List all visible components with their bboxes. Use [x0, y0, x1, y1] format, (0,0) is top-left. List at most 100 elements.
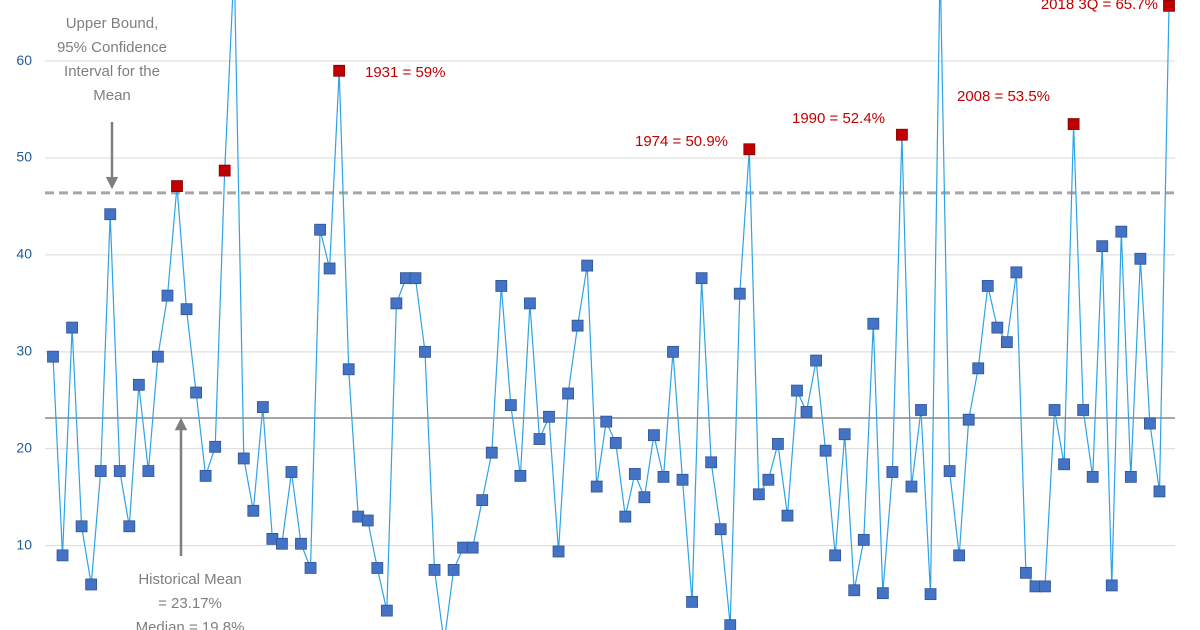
data-point: [218, 164, 231, 177]
data-point: [1115, 225, 1128, 238]
data-point: [142, 465, 155, 477]
data-point: [323, 262, 336, 275]
data-point: [1124, 470, 1137, 483]
data-point: [190, 386, 202, 399]
data-point: [466, 541, 479, 554]
data-point: [772, 438, 784, 450]
data-point: [571, 319, 584, 332]
annotation: 1974 = 50.9%: [635, 133, 728, 150]
data-point: [1077, 404, 1090, 416]
reference-label: 95% Confidence: [57, 39, 167, 56]
data-point: [361, 514, 374, 527]
reference-label: Upper Bound,: [66, 15, 159, 32]
data-point: [619, 510, 632, 523]
data-point: [714, 523, 727, 536]
y-tick-label: 60: [16, 52, 32, 68]
data-point: [237, 452, 250, 465]
data-point: [800, 406, 813, 418]
data-point: [123, 520, 136, 533]
data-point: [876, 587, 889, 600]
data-point: [476, 494, 489, 507]
data-point: [1020, 566, 1032, 579]
data-point: [419, 345, 431, 358]
data-point: [838, 428, 851, 441]
data-point: [504, 399, 517, 412]
data-point: [199, 469, 212, 482]
data-point: [161, 289, 174, 302]
data-point: [113, 465, 126, 477]
data-point: [724, 619, 737, 630]
annotation: 1931 = 59%: [365, 64, 446, 81]
data-point: [342, 363, 355, 376]
data-point: [752, 488, 765, 501]
data-point: [132, 378, 145, 391]
data-point: [256, 401, 269, 413]
data-point: [304, 562, 317, 574]
data-point: [648, 429, 660, 442]
data-point: [962, 413, 975, 426]
reference-label: Interval for the: [64, 63, 160, 80]
data-point: [657, 470, 670, 483]
data-point: [295, 537, 307, 550]
data-point: [886, 466, 899, 478]
data-point: [543, 410, 555, 423]
data-point: [75, 520, 88, 533]
y-tick-label: 40: [16, 246, 32, 262]
data-point: [695, 272, 708, 285]
data-point: [638, 491, 651, 504]
data-point: [857, 533, 870, 546]
data-point: [380, 604, 393, 617]
data-point: [609, 437, 622, 449]
data-point: [743, 143, 756, 156]
data-point: [810, 354, 822, 367]
data-point: [972, 362, 985, 375]
data-point: [733, 287, 746, 300]
data-point: [924, 588, 937, 601]
data-point: [1134, 252, 1147, 265]
data-point: [104, 208, 117, 221]
annotation: 2008 = 53.5%: [957, 88, 1050, 105]
data-point: [495, 280, 508, 292]
data-point: [819, 444, 832, 457]
reference-label: Mean: [93, 87, 131, 104]
data-point: [314, 223, 326, 236]
data-point: [447, 564, 460, 576]
data-point: [428, 564, 441, 576]
series-line: [52, 0, 1170, 630]
data-point: [781, 509, 794, 522]
data-point: [562, 387, 574, 400]
data-point: [1058, 458, 1070, 471]
data-point: [981, 280, 994, 292]
data-point: [524, 297, 536, 310]
data-point: [514, 469, 527, 482]
data-point: [85, 578, 98, 591]
data-point: [1067, 118, 1080, 130]
data-point: [409, 272, 422, 285]
y-tick-label: 10: [16, 536, 32, 552]
data-point: [791, 384, 803, 397]
data-point: [676, 473, 689, 486]
data-point: [247, 504, 260, 517]
reference-label: Historical Mean: [138, 571, 241, 588]
y-tick-label: 30: [16, 343, 32, 359]
y-tick-label: 50: [16, 149, 32, 165]
data-point: [66, 321, 78, 334]
data-point: [905, 480, 918, 493]
data-point: [915, 404, 927, 416]
data-point: [829, 549, 842, 562]
data-point: [1048, 404, 1061, 416]
data-point: [56, 549, 69, 562]
data-point: [552, 545, 565, 558]
data-point: [209, 440, 222, 453]
data-point: [276, 537, 288, 550]
data-point: [628, 468, 641, 480]
data-point: [600, 415, 613, 428]
data-point: [333, 64, 346, 77]
data-point: [1144, 417, 1156, 430]
data-point: [485, 446, 498, 459]
data-point: [171, 180, 183, 192]
data-point: [1000, 336, 1013, 349]
data-point: [94, 465, 107, 477]
data-point: [590, 480, 603, 493]
